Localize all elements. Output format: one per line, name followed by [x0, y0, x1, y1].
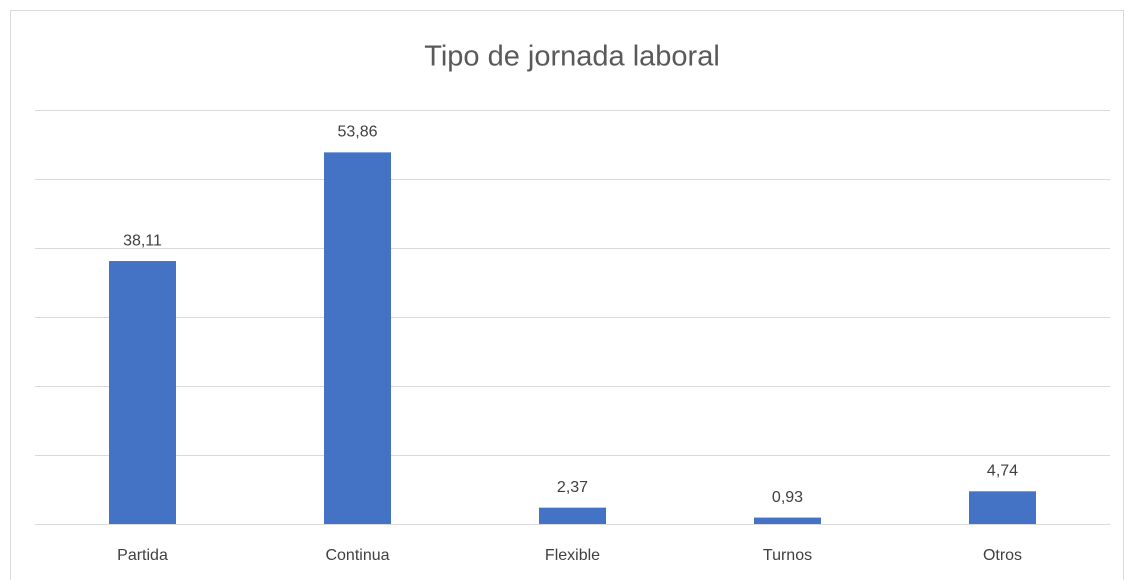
x-tick-label: Continua [325, 547, 389, 564]
chart-title: Tipo de jornada laboral [424, 41, 720, 73]
data-label: 53,86 [337, 124, 377, 141]
data-label: 2,37 [557, 479, 588, 496]
data-label: 4,74 [987, 463, 1018, 480]
x-tick-label: Turnos [763, 547, 812, 564]
bar [324, 152, 391, 524]
x-tick-label: Otros [983, 547, 1022, 564]
data-label: 0,93 [772, 489, 803, 506]
data-label: 38,11 [123, 232, 162, 249]
bar [754, 517, 821, 524]
bar [969, 491, 1036, 524]
bar [539, 507, 606, 524]
bar [109, 261, 176, 524]
x-tick-label: Partida [117, 547, 168, 564]
chart-border [10, 10, 1124, 580]
x-tick-label: Flexible [545, 547, 600, 564]
